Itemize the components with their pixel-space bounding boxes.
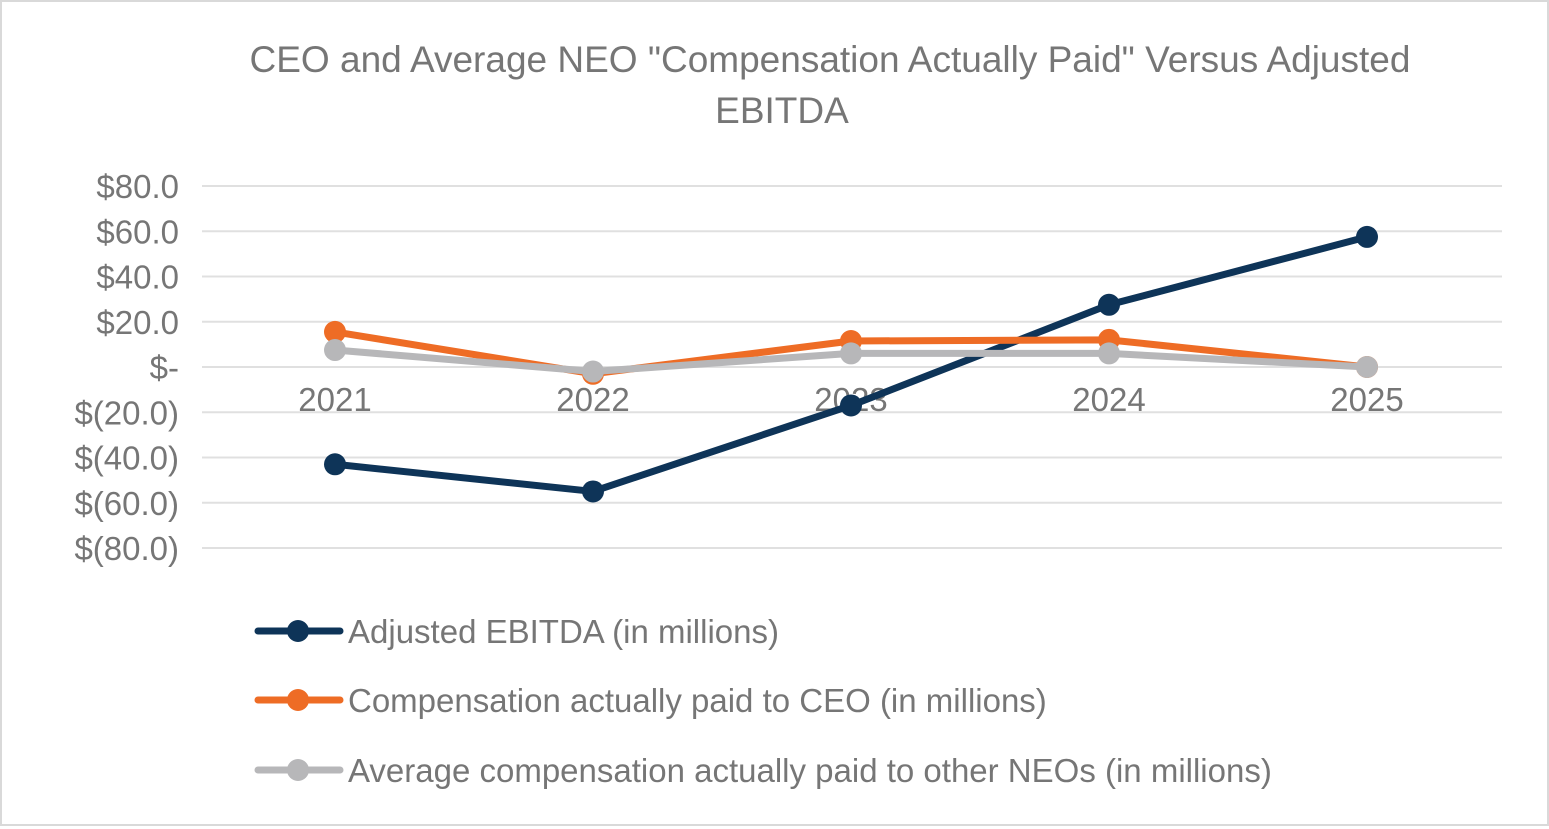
data-point-ebitda — [1098, 293, 1120, 316]
series-ebitda — [324, 225, 1378, 503]
y-tick-label: $(40.0) — [74, 440, 179, 477]
legend-marker-ceo — [287, 689, 309, 711]
data-point-neo — [582, 360, 604, 383]
data-point-neo — [324, 339, 346, 362]
data-point-ebitda — [582, 480, 604, 503]
y-tick-label: $60.0 — [96, 213, 179, 250]
legend-label-ebitda: Adjusted EBITDA (in millions) — [348, 613, 779, 650]
x-tick-label: 2025 — [1330, 381, 1403, 418]
data-point-ebitda — [840, 394, 862, 417]
data-point-ebitda — [1356, 225, 1378, 248]
chart-title-line-2: EBITDA — [715, 90, 849, 131]
data-point-neo — [1356, 356, 1378, 378]
y-axis-tick-labels: $80.0 $60.0 $40.0 $20.0 $- $(20.0) $(40.0) $(60… — [74, 168, 179, 567]
x-tick-label: 2022 — [556, 381, 629, 418]
chart-title-line-1: CEO and Average NEO "Compensation Actual… — [250, 39, 1411, 80]
data-point-ebitda — [324, 453, 346, 476]
y-tick-label: $(80.0) — [74, 530, 179, 567]
series-group — [324, 225, 1378, 503]
series-neo — [324, 339, 1378, 383]
data-point-neo — [1098, 342, 1120, 365]
data-point-ceo — [324, 320, 346, 343]
y-tick-label: $40.0 — [96, 259, 179, 296]
legend-entry-ebitda: Adjusted EBITDA (in millions) — [254, 613, 779, 650]
legend-entry-neo: Average compensation actually paid to ot… — [254, 752, 1272, 789]
x-tick-label: 2024 — [1072, 381, 1145, 418]
legend: Adjusted EBITDA (in millions) Compensatio… — [254, 613, 1272, 789]
legend-marker-neo — [287, 759, 309, 781]
y-tick-label: $(60.0) — [74, 485, 179, 522]
y-tick-label: $80.0 — [96, 168, 179, 205]
data-point-neo — [840, 342, 862, 365]
y-tick-label: $(20.0) — [74, 394, 179, 431]
y-tick-label: $20.0 — [96, 304, 179, 341]
legend-entry-ceo: Compensation actually paid to CEO (in mi… — [254, 682, 1047, 719]
y-tick-label: $- — [150, 349, 179, 386]
x-tick-label: 2021 — [298, 381, 371, 418]
legend-label-neo: Average compensation actually paid to ot… — [348, 752, 1272, 789]
legend-label-ceo: Compensation actually paid to CEO (in mi… — [348, 682, 1047, 719]
chart-title: CEO and Average NEO "Compensation Actual… — [250, 39, 1411, 131]
legend-marker-ebitda — [287, 620, 309, 642]
